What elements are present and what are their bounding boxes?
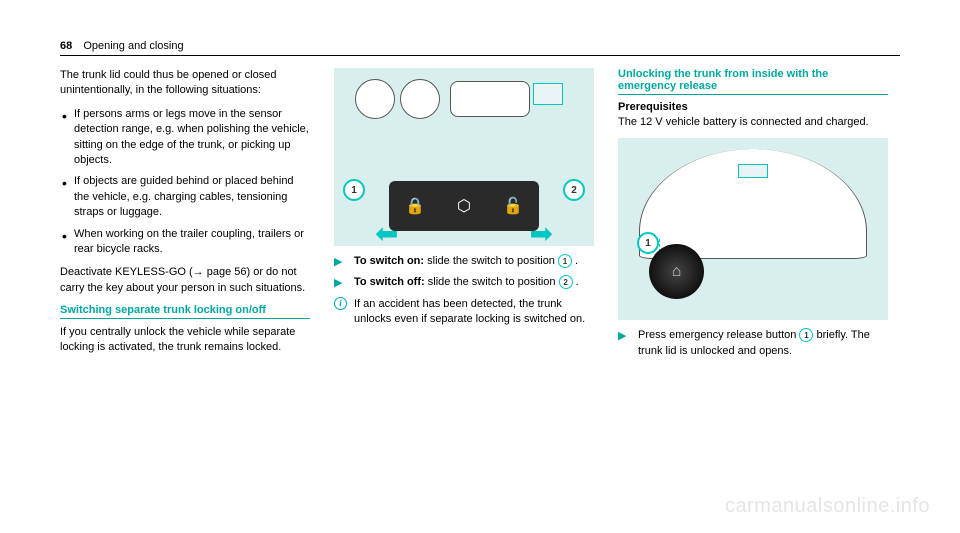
info-icon: i xyxy=(334,297,347,310)
control-panel-icon xyxy=(450,81,530,117)
trunk-lock-switch: 🔒 ⬡ 🔓 xyxy=(389,181,539,231)
release-instructions: ▶ Press emergency release button 1 brief… xyxy=(618,328,888,359)
switch-off-label: To switch off: xyxy=(354,276,425,288)
trunk-open-icon: ⌂ xyxy=(672,263,682,281)
info-item: i If an accident has been detected, the … xyxy=(334,297,594,328)
vent-icon xyxy=(355,79,395,119)
callout-1: 1 xyxy=(343,179,365,201)
header-title: Opening and closing xyxy=(83,40,183,52)
instruction-item: ▶ Press emergency release button 1 brief… xyxy=(618,328,888,359)
triangle-marker-icon: ▶ xyxy=(618,329,626,344)
watermark: carmanualsonline.info xyxy=(725,495,930,518)
callout-2: 2 xyxy=(563,179,585,201)
column-3: Unlocking the trunk from inside with the… xyxy=(618,68,888,365)
trunk-icon: ⬡ xyxy=(457,196,471,216)
heading-description: If you centrally unlock the vehicle whil… xyxy=(60,325,310,356)
page-number: 68 xyxy=(60,40,72,52)
highlight-box xyxy=(533,83,563,105)
deactivate-text: Deactivate KEYLESS-GO (→ page 56) or do … xyxy=(60,265,310,296)
list-item: If persons arms or legs move in the sens… xyxy=(74,107,310,169)
triangle-marker-icon: ▶ xyxy=(334,276,342,291)
triangle-marker-icon: ▶ xyxy=(334,255,342,270)
unlock-icon: 🔓 xyxy=(503,196,523,216)
callout-ref-1: 1 xyxy=(799,328,813,342)
info-text: If an accident has been detected, the tr… xyxy=(354,298,585,325)
column-1: The trunk lid could thus be opened or cl… xyxy=(60,68,310,365)
instruction-item: ▶ To switch on: slide the switch to posi… xyxy=(334,254,594,269)
arrow-left-icon: ⬅ xyxy=(375,217,398,250)
section-heading-emergency-release: Unlocking the trunk from inside with the… xyxy=(618,68,888,95)
switch-instructions: ▶ To switch on: slide the switch to posi… xyxy=(334,254,594,328)
prerequisites-heading: Prerequisites xyxy=(618,101,888,113)
column-2: 1 2 🔒 ⬡ 🔓 ⬅ ➡ ▶ To switch on: slide the … xyxy=(334,68,594,365)
emergency-release-button-graphic: ⌂ xyxy=(649,244,704,299)
instruction-text-1: Press emergency release button xyxy=(638,329,799,341)
dashboard-panel xyxy=(335,69,593,149)
situations-list: If persons arms or legs move in the sens… xyxy=(60,107,310,258)
switch-illustration: 1 2 🔒 ⬡ 🔓 ⬅ ➡ xyxy=(334,68,594,246)
content-columns: The trunk lid could thus be opened or cl… xyxy=(60,68,900,365)
arrow-right-icon: ➡ xyxy=(530,217,553,250)
lock-icon: 🔒 xyxy=(405,196,425,216)
prerequisites-text: The 12 V vehicle battery is connected an… xyxy=(618,115,888,130)
page-header: 68 Opening and closing xyxy=(60,40,900,56)
switch-on-label: To switch on: xyxy=(354,255,424,267)
list-item: When working on the trailer coupling, tr… xyxy=(74,227,310,258)
callout-ref-2: 2 xyxy=(559,275,573,289)
vent-icon xyxy=(400,79,440,119)
callout-ref-1: 1 xyxy=(558,254,572,268)
trunk-latch-icon xyxy=(738,164,768,178)
switch-on-text: slide the switch to position xyxy=(424,255,558,267)
section-heading-trunk-locking: Switching separate trunk locking on/off xyxy=(60,304,310,319)
intro-text: The trunk lid could thus be opened or cl… xyxy=(60,68,310,99)
list-item: If objects are guided behind or placed b… xyxy=(74,174,310,220)
switch-off-text: slide the switch to position xyxy=(425,276,559,288)
instruction-item: ▶ To switch off: slide the switch to pos… xyxy=(334,275,594,290)
trunk-release-illustration: 1 ⌂ xyxy=(618,138,888,320)
